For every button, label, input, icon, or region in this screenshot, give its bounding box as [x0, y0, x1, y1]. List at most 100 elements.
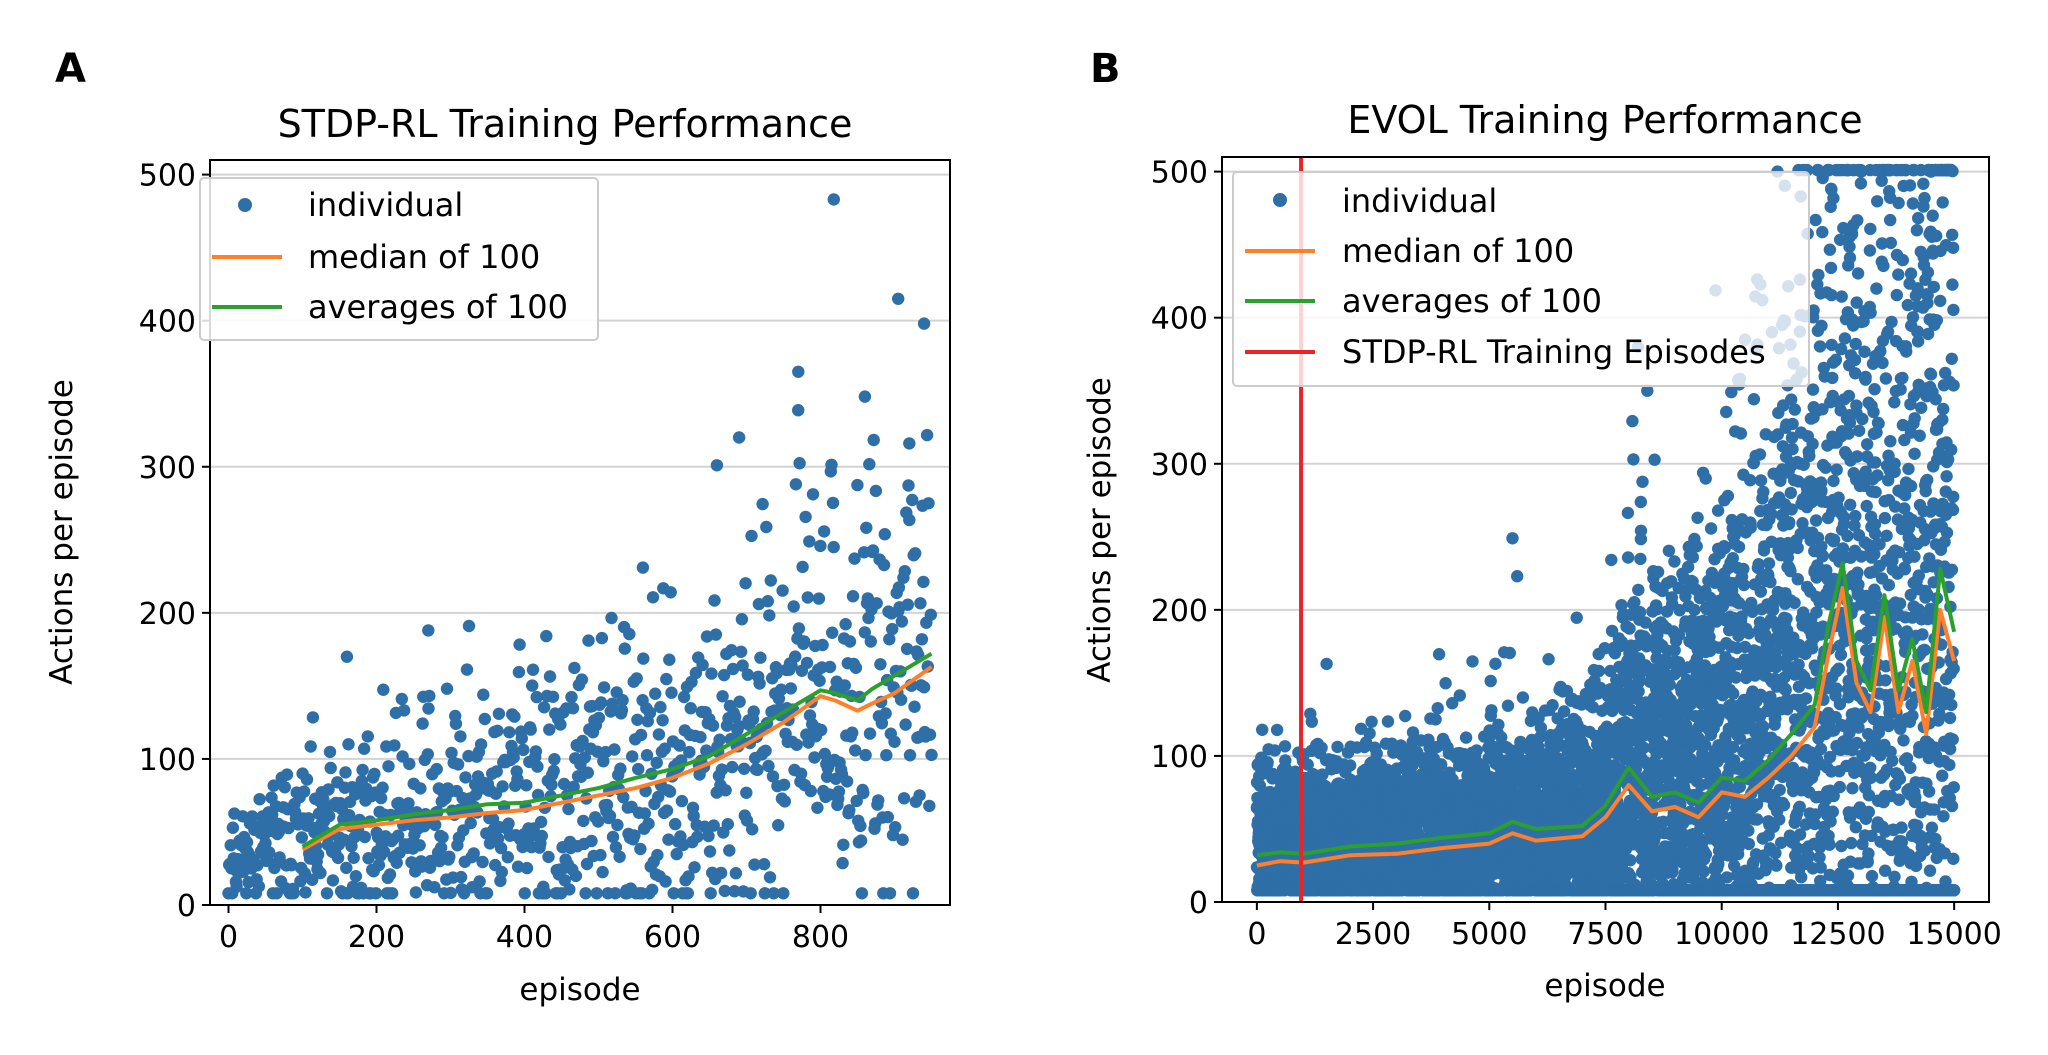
- scatter-point: [413, 839, 426, 852]
- plot-frame-a: [209, 159, 951, 906]
- scatter-point: [1492, 718, 1505, 731]
- panel-a: A STDP-RL Training Performance 0 200 400 60…: [44, 46, 951, 1008]
- scatter-point: [1704, 522, 1718, 535]
- scatter-point: [1668, 555, 1681, 568]
- scatter-point: [706, 719, 720, 732]
- scatter-point: [496, 780, 509, 793]
- lines-a: [301, 651, 933, 852]
- scatter-point: [615, 704, 629, 717]
- scatter-point: [683, 745, 696, 759]
- scatter-point: [1570, 611, 1583, 624]
- scatter-point: [1634, 552, 1647, 566]
- scatter-point: [491, 832, 505, 845]
- scatter-point: [623, 627, 636, 641]
- scatter-point: [753, 677, 766, 690]
- panel-letter-a: A: [55, 46, 86, 92]
- scatter-point: [1484, 674, 1497, 688]
- scatter-point: [857, 786, 870, 800]
- scatter-point: [846, 590, 860, 603]
- scatter-point: [529, 745, 543, 758]
- scatter-point: [617, 791, 630, 804]
- scatter-point: [632, 762, 645, 776]
- scatter-point: [300, 773, 314, 786]
- scatter-point: [804, 784, 817, 798]
- scatter-point: [454, 870, 468, 884]
- scatter-point: [659, 875, 672, 888]
- scatter-point: [436, 831, 449, 844]
- scatter-point: [603, 809, 617, 823]
- scatter-point: [652, 728, 666, 741]
- x-tick-label: 0: [219, 920, 238, 955]
- scatter-point: [542, 850, 555, 864]
- scatter-point: [297, 785, 311, 798]
- scatter-point: [1686, 551, 1700, 564]
- scatter-point: [758, 887, 771, 900]
- scatter-point: [566, 702, 580, 715]
- scatter-point: [763, 871, 777, 884]
- scatter-point: [358, 830, 371, 844]
- x-tick-label: 600: [644, 920, 701, 955]
- scatter-point: [702, 829, 715, 843]
- scatter-point: [226, 821, 240, 834]
- scatter-point: [894, 693, 908, 706]
- scatter-point: [259, 836, 272, 850]
- scatter-point: [530, 690, 543, 704]
- scatter-point: [369, 887, 383, 900]
- scatter-point: [590, 887, 603, 900]
- scatter-point: [688, 861, 701, 874]
- scatter-point: [478, 712, 491, 726]
- scatter-point: [1279, 754, 1292, 767]
- scatter-point: [878, 528, 891, 541]
- scatter-point: [1501, 699, 1515, 712]
- scatter-point: [801, 591, 814, 604]
- scatter-point: [263, 846, 276, 859]
- scatter-point: [734, 645, 748, 658]
- scatter-point: [826, 496, 840, 510]
- scatter-point: [717, 668, 731, 682]
- scatter-point: [1699, 472, 1712, 485]
- scatter-point: [356, 763, 369, 777]
- scatter-point: [897, 792, 911, 805]
- scatter-point: [614, 762, 627, 775]
- scatter-point: [557, 777, 571, 791]
- scatter-point: [880, 749, 893, 762]
- scatter-point: [317, 793, 330, 806]
- scatter-point: [729, 867, 743, 880]
- scatter-point: [562, 802, 575, 816]
- panel-letter-b: B: [1090, 46, 1121, 92]
- scatter-point: [677, 690, 691, 704]
- scatter-point: [386, 887, 399, 900]
- scatter-point: [1636, 475, 1649, 488]
- scatter-point: [585, 834, 598, 848]
- scatter-point: [634, 842, 647, 856]
- scatter-point: [761, 595, 774, 608]
- scatter-point: [703, 845, 717, 858]
- scatter-point: [299, 886, 312, 899]
- scatter-point: [737, 762, 751, 775]
- scatter-point: [618, 642, 631, 655]
- scatter-point: [1256, 723, 1269, 736]
- scatter-point: [1605, 553, 1618, 567]
- scatter-point: [827, 193, 840, 206]
- scatter-point: [739, 577, 752, 590]
- scatter-point: [794, 767, 808, 780]
- scatter-point: [382, 760, 395, 773]
- scatter-point: [1688, 603, 1701, 617]
- scatter-point: [1691, 511, 1704, 524]
- scatter-point: [340, 650, 354, 663]
- scatter-point: [814, 539, 827, 553]
- scatter-point: [1446, 697, 1459, 710]
- scatter-point: [744, 887, 757, 900]
- scatter-point: [651, 848, 664, 862]
- legend-box-a: [199, 177, 599, 341]
- scatter-point: [507, 751, 520, 764]
- scatter-point: [388, 739, 401, 752]
- scatter-point: [606, 697, 619, 710]
- scatter-point: [594, 696, 608, 709]
- scatter-point: [1711, 504, 1725, 517]
- scatter-point: [667, 887, 680, 900]
- scatter-point: [563, 883, 576, 896]
- scatter-point: [889, 821, 902, 834]
